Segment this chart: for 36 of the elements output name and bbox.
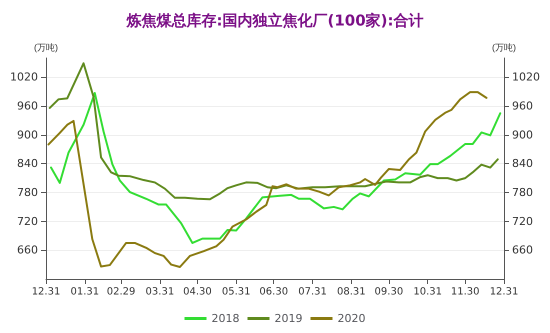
- x-tick-label: 03.31: [146, 286, 174, 298]
- x-tick-label: 08.31: [337, 286, 366, 298]
- x-tick-label: 06.30: [259, 286, 288, 298]
- x-tick-label: 04.30: [183, 286, 212, 298]
- line-series: [48, 62, 499, 200]
- chart-title: 炼焦煤总库存:国内独立焦化厂(100家):合计: [125, 12, 424, 30]
- y-axis-title: (万吨): [34, 42, 58, 52]
- x-tick-label: 10.31: [413, 286, 442, 298]
- y-tick-label: 840: [17, 157, 38, 170]
- y2-tick-label: 900: [512, 128, 533, 142]
- legend-label: 2019: [274, 312, 303, 325]
- y2-tick-label: 720: [512, 214, 533, 228]
- y2-tick-label: 660: [512, 244, 533, 257]
- x-tick-label: 05.31: [222, 286, 251, 298]
- legend-label: 2018: [212, 312, 240, 325]
- y2-tick-label: 780: [512, 186, 533, 200]
- y-tick-label: 780: [17, 186, 38, 200]
- x-tick-label: 07.31: [298, 286, 327, 298]
- y2-tick-label: 840: [512, 157, 533, 170]
- x-tick-label: 09.30: [374, 286, 404, 298]
- x-tick-label: 11.30: [450, 286, 480, 298]
- y-tick-label: 1020: [10, 70, 38, 84]
- y2-axis-title: (万吨): [492, 42, 516, 52]
- y-tick-label: 660: [17, 244, 38, 257]
- y-tick-label: 900: [17, 128, 38, 142]
- x-tick-label: 01.31: [70, 286, 100, 298]
- x-tick-label: 12.31: [490, 286, 518, 298]
- y2-tick-label: 960: [512, 100, 533, 113]
- y-tick-label: 960: [17, 100, 38, 113]
- line-series: [50, 92, 502, 244]
- x-tick-label: 02.29: [106, 286, 136, 298]
- y2-tick-label: 1020: [512, 70, 540, 84]
- line-series: [48, 91, 488, 268]
- x-tick-label: 12.31: [32, 286, 60, 298]
- y-tick-label: 720: [17, 214, 38, 228]
- legend-label: 2020: [337, 312, 366, 325]
